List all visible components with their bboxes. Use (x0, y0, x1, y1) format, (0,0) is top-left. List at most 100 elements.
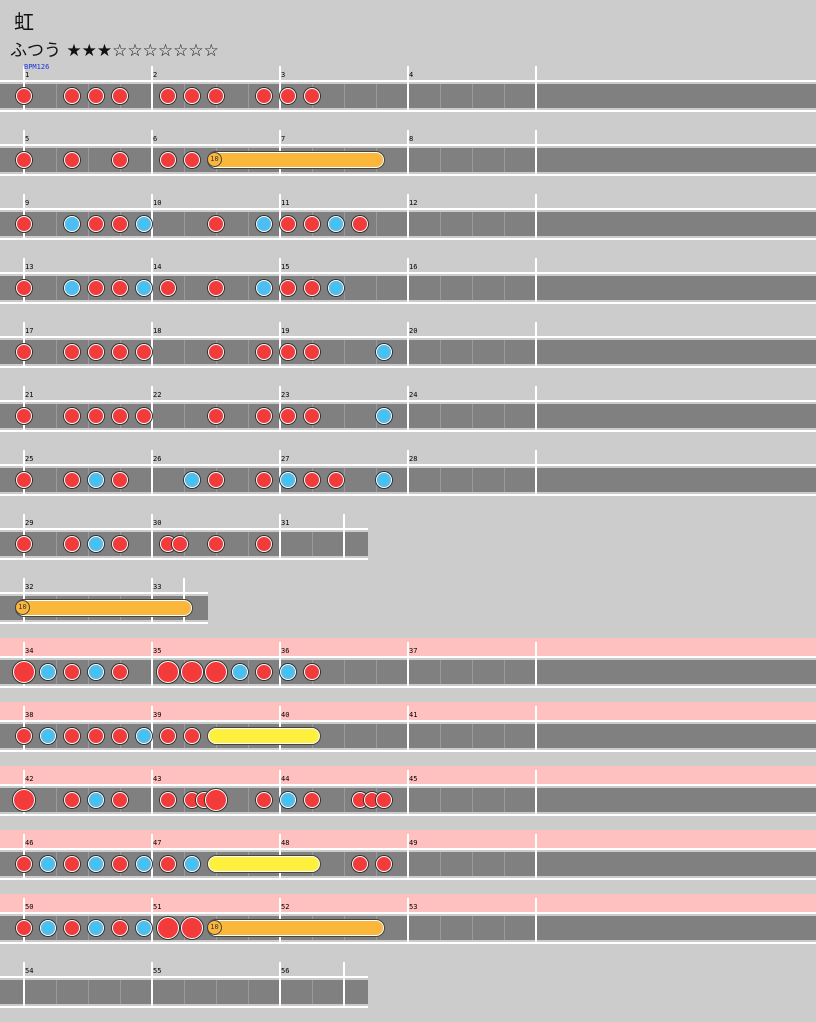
don-note (304, 344, 320, 360)
measure-number: 34 (25, 647, 34, 655)
measure-number: 38 (25, 711, 34, 719)
measure-number: 43 (153, 775, 162, 783)
don-note (208, 216, 224, 232)
beat-line (184, 212, 185, 236)
don-note (256, 88, 272, 104)
beat-line (504, 340, 505, 364)
beat-line (88, 980, 89, 1004)
big-don-note (181, 661, 203, 683)
measure-number: 29 (25, 519, 34, 527)
measure-number: 14 (153, 263, 162, 271)
beat-line (504, 276, 505, 300)
don-note (112, 408, 128, 424)
measure-line-end (535, 130, 537, 176)
measure-line (151, 322, 153, 368)
ka-note (232, 664, 248, 680)
chart-row: 38 39 40 41 (0, 702, 816, 766)
big-don-note (205, 789, 227, 811)
ka-note (136, 216, 152, 232)
beat-line (472, 660, 473, 684)
ka-note (88, 472, 104, 488)
don-note (16, 344, 32, 360)
beat-line (344, 84, 345, 108)
drumroll-note (208, 728, 320, 744)
measure-line (151, 514, 153, 560)
measure-number: 23 (281, 391, 290, 399)
don-note (256, 472, 272, 488)
beat-line (440, 148, 441, 172)
measure-line (279, 386, 281, 432)
note-lane: 21 22 23 24 (0, 386, 816, 434)
don-note (352, 856, 368, 872)
don-note (280, 344, 296, 360)
balloon-count: 10 (15, 600, 30, 615)
chart-row: 50 51 52 53 10 (0, 894, 816, 958)
measure-line-end (535, 66, 537, 112)
beat-line (472, 724, 473, 748)
measure-number: 31 (281, 519, 290, 527)
measure-line (151, 834, 153, 880)
beat-line (248, 468, 249, 492)
don-note (208, 88, 224, 104)
lane-border-top (0, 592, 208, 594)
beat-line (120, 980, 121, 1004)
note-lane: 5 6 7 8 10 (0, 130, 816, 178)
beat-line (472, 148, 473, 172)
balloon-count: 10 (207, 920, 222, 935)
don-note (160, 280, 176, 296)
measure-number: 36 (281, 647, 290, 655)
measure-number: 47 (153, 839, 162, 847)
measure-number: 7 (281, 135, 286, 143)
measure-line (151, 450, 153, 496)
ka-note (328, 280, 344, 296)
lane-border-top (0, 976, 368, 978)
big-don-note (13, 661, 35, 683)
don-note (160, 88, 176, 104)
note-lane: 42 43 44 45 (0, 770, 816, 818)
beat-line (376, 660, 377, 684)
don-note (64, 152, 80, 168)
ka-note (376, 472, 392, 488)
ka-note (136, 280, 152, 296)
ka-note (88, 920, 104, 936)
measure-line-end (535, 450, 537, 496)
beat-line (56, 468, 57, 492)
lane-border-bottom (0, 1006, 368, 1008)
measure-number: 1 (25, 71, 30, 79)
don-note (280, 88, 296, 104)
note-lane: 13 14 15 16 (0, 258, 816, 306)
filled-stars: ★★★ (66, 41, 113, 61)
measure-line (407, 386, 409, 432)
measure-number: 56 (281, 967, 290, 975)
measure-number: 10 (153, 199, 162, 207)
beat-line (440, 212, 441, 236)
don-note (256, 408, 272, 424)
beat-line (56, 852, 57, 876)
beat-line (504, 916, 505, 940)
measure-line (407, 130, 409, 176)
beat-line (344, 404, 345, 428)
measure-number: 45 (409, 775, 418, 783)
measure-line (151, 962, 153, 1008)
don-note (256, 536, 272, 552)
big-don-note (157, 917, 179, 939)
ka-note (40, 664, 56, 680)
measure-number: 19 (281, 327, 290, 335)
don-note (184, 88, 200, 104)
beat-line (472, 916, 473, 940)
don-note (352, 216, 368, 232)
beat-line (440, 404, 441, 428)
beat-line (56, 660, 57, 684)
measure-number: 5 (25, 135, 30, 143)
beat-line (376, 212, 377, 236)
don-note (208, 536, 224, 552)
measure-number: 55 (153, 967, 162, 975)
don-note (112, 472, 128, 488)
don-note (112, 792, 128, 808)
beat-line (56, 980, 57, 1004)
beat-line (56, 84, 57, 108)
beat-line (440, 660, 441, 684)
measure-number: 26 (153, 455, 162, 463)
beat-line (248, 84, 249, 108)
